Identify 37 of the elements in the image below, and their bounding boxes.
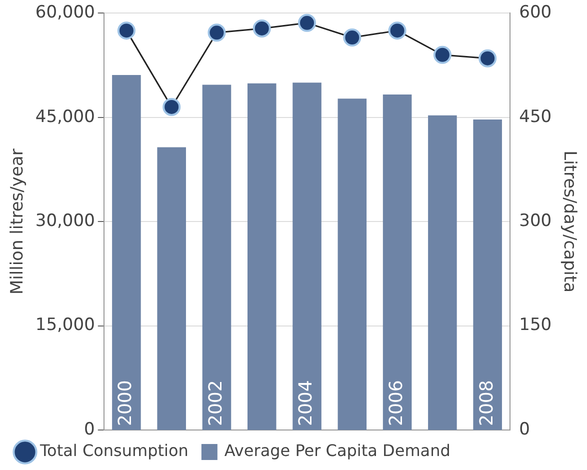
bar	[112, 75, 141, 430]
bar	[292, 82, 322, 430]
point	[343, 28, 362, 47]
y2-tick-label: 450	[519, 106, 552, 127]
y2-tick-label: 0	[519, 419, 530, 440]
bar	[473, 119, 502, 430]
point	[162, 98, 181, 116]
bar	[338, 98, 367, 430]
x-tick-label: 2008	[476, 380, 498, 426]
bar	[157, 147, 186, 430]
point	[478, 49, 497, 68]
y2-tick-label: 600	[519, 2, 552, 23]
y-tick-label: 0	[84, 419, 95, 440]
point	[117, 22, 136, 40]
x-tick-label: 2000	[115, 380, 136, 426]
y2-tick-label: 300	[519, 211, 552, 232]
point	[388, 22, 406, 40]
bar	[382, 94, 412, 430]
x-tick-label: 2006	[386, 380, 407, 426]
point	[298, 14, 316, 32]
y-tick-label: 15,000	[35, 315, 95, 336]
y2-axis-title: Litres/day/capita	[559, 150, 580, 293]
point	[252, 19, 271, 38]
point	[433, 46, 452, 64]
x-tick-label: 2004	[296, 380, 317, 426]
legend-label: Average Per Capita Demand	[224, 441, 450, 460]
bar	[202, 84, 232, 430]
y-axis-title: Million litres/year	[8, 148, 28, 295]
y-tick-label: 60,000	[35, 2, 95, 23]
y2-tick-label: 150	[519, 315, 552, 336]
legend-label: Total Consumption	[39, 441, 188, 460]
bar	[428, 115, 457, 430]
bar	[247, 83, 276, 430]
y-tick-label: 45,000	[35, 106, 95, 127]
x-tick-label: 2002	[205, 380, 226, 426]
y-tick-label: 30,000	[35, 211, 95, 232]
point	[208, 24, 226, 42]
